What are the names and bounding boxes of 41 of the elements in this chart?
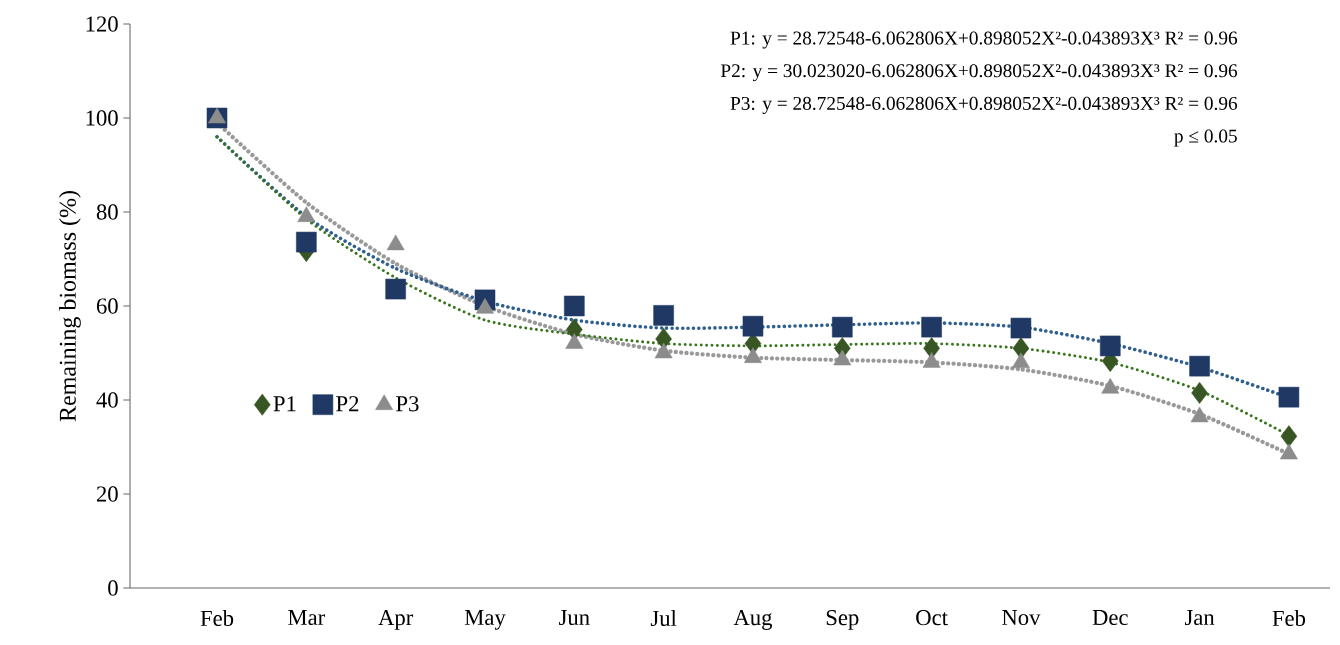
annotation: P3: y = 28.72548-6.062806X+0.898052X²-0.043893X³ R² = 0.96: [730, 96, 1238, 114]
point: [385, 278, 406, 300]
y-tick-label: 100: [86, 110, 118, 126]
point: [1278, 386, 1300, 408]
x-tick-label: Jan: [1184, 610, 1215, 626]
y-tick-label: 80: [96, 204, 118, 220]
point: [296, 231, 317, 253]
point: [564, 295, 585, 317]
annotation: P2: y = 30.023020-6.062806X+0.898052X²-0.043893X³ R² = 0.96: [720, 64, 1238, 82]
x-tick-label: Aug: [733, 610, 773, 630]
x-tick-label: Feb: [200, 610, 234, 626]
legend-label: P1: [273, 396, 296, 412]
point: [653, 305, 674, 326]
annotation: P1: y = 28.72548-6.062806X+0.898052X²-0.043893X³ R² = 0.96: [730, 31, 1238, 49]
point: [921, 316, 942, 338]
x-tick-label: Dec: [1092, 610, 1128, 626]
point: [1010, 317, 1032, 339]
point: [742, 315, 764, 337]
y-tick-label: 20: [96, 486, 118, 502]
legend-label: P3: [396, 396, 419, 412]
x-tick-label: Jul: [650, 610, 677, 626]
y-tick-label: 120: [86, 16, 118, 32]
point: [1191, 382, 1208, 404]
x-tick-label: Sep: [826, 610, 859, 630]
x-tick-label: Nov: [1002, 610, 1041, 626]
x-tick-label: Mar: [288, 610, 326, 626]
x-tick-label: Feb: [1272, 610, 1306, 626]
annotation: p ≤ 0.05: [1174, 129, 1237, 147]
point: [1099, 335, 1121, 357]
y-axis-title: Remaining biomass (%): [58, 191, 81, 422]
y-tick-label: 60: [96, 298, 118, 314]
y-tick-label: 40: [96, 392, 118, 408]
x-tick-label: Apr: [378, 610, 414, 630]
x-tick-label: May: [464, 610, 506, 630]
y-tick-label: 0: [108, 580, 118, 596]
point: [1189, 355, 1210, 377]
point: [1280, 425, 1298, 448]
point: [832, 316, 853, 338]
legend-label: P2: [336, 396, 359, 412]
x-tick-label: Jun: [559, 610, 590, 626]
x-tick-label: Oct: [916, 610, 948, 626]
